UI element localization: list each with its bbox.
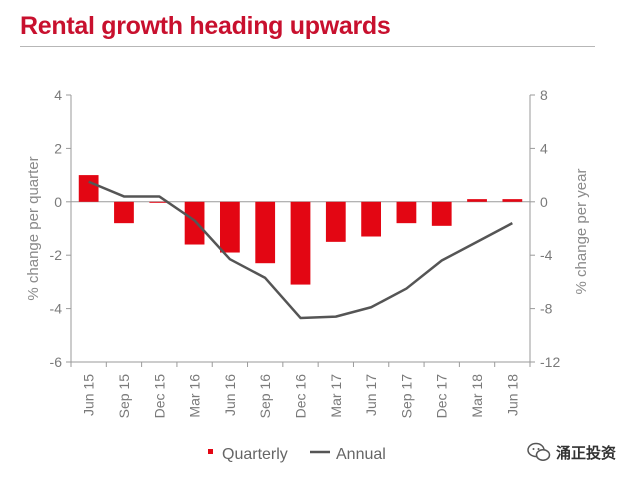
- quarterly-bar: [255, 201, 276, 264]
- left-axis-title: % change per quarter: [25, 156, 42, 300]
- annual-line: [88, 180, 513, 320]
- chart-title: Rental growth heading upwards: [20, 12, 391, 40]
- x-tick-label: Mar 17: [328, 374, 344, 418]
- x-tick-label: Sep 15: [116, 374, 132, 419]
- quarterly-bar: [290, 201, 311, 285]
- x-tick-label: Dec 15: [151, 374, 167, 419]
- left-tick-label: -4: [50, 301, 63, 317]
- watermark-text: 涌正投资: [556, 444, 617, 462]
- title-divider: [20, 46, 595, 47]
- quarterly-bar: [431, 201, 452, 226]
- right-tick-label: -12: [540, 354, 560, 370]
- x-tick-label: Jun 17: [363, 374, 379, 416]
- legend-quarterly-swatch: [208, 449, 213, 454]
- x-tick-label: Sep 16: [257, 374, 273, 419]
- x-tick-label: Jun 18: [504, 374, 520, 416]
- right-tick-label: 8: [540, 87, 548, 103]
- quarterly-bar: [467, 199, 487, 202]
- quarterly-bar: [114, 201, 134, 224]
- x-tick-label: Mar 18: [469, 374, 485, 418]
- x-tick-label: Jun 16: [222, 374, 238, 416]
- left-tick-label: 0: [54, 194, 62, 210]
- quarterly-bar: [149, 201, 170, 203]
- quarterly-bar: [325, 201, 346, 242]
- quarterly-bar: [396, 201, 417, 224]
- right-tick-label: -4: [540, 247, 553, 263]
- legend-quarterly-label: Quarterly: [222, 446, 288, 463]
- x-tick-label: Sep 17: [398, 374, 414, 419]
- x-tick-label: Dec 16: [293, 374, 309, 419]
- quarterly-bar: [78, 175, 99, 202]
- x-tick-label: Dec 17: [434, 374, 450, 419]
- wechat-icon: [527, 442, 551, 461]
- x-tick-label: Mar 16: [187, 374, 203, 418]
- left-tick-label: 2: [54, 140, 62, 156]
- right-tick-label: 0: [540, 194, 548, 210]
- left-tick-label: -2: [50, 247, 63, 263]
- quarterly-bar: [219, 201, 240, 253]
- watermark: 涌正投资: [527, 440, 616, 464]
- right-axis-title: % change per year: [573, 169, 590, 295]
- right-tick-label: -8: [540, 301, 553, 317]
- quarterly-bar: [502, 199, 523, 202]
- quarterly-bar: [184, 201, 205, 245]
- quarterly-bar: [361, 201, 382, 237]
- left-tick-label: 4: [54, 87, 62, 103]
- x-tick-label: Jun 15: [81, 374, 97, 416]
- left-tick-label: -6: [50, 354, 63, 370]
- legend-annual-label: Annual: [336, 446, 386, 463]
- right-tick-label: 4: [540, 140, 548, 156]
